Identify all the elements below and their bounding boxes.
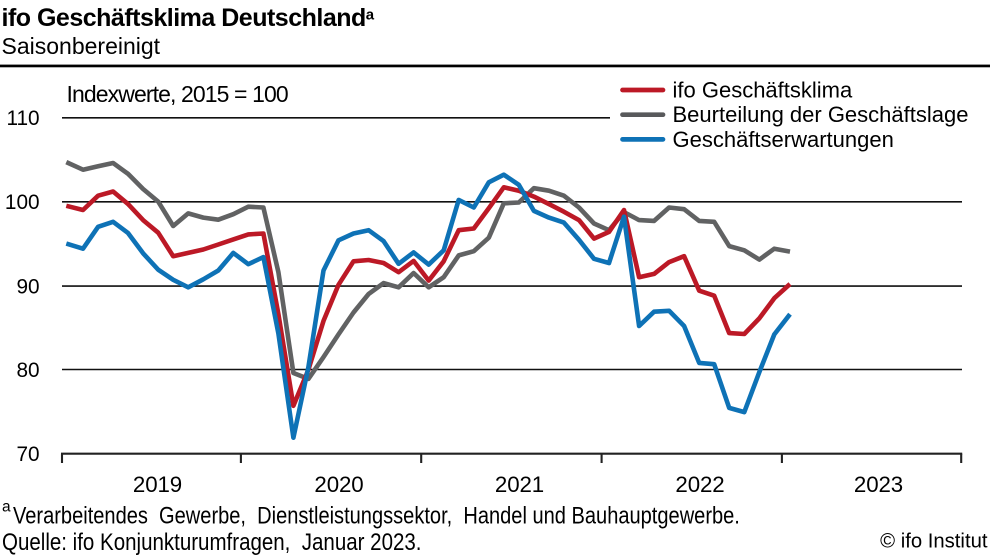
svg-text:© ifo Institut: © ifo Institut bbox=[880, 530, 988, 552]
svg-text:ifo Geschäftsklima Deutschland: ifo Geschäftsklima Deutschlanda bbox=[2, 4, 375, 32]
svg-text:Geschäftserwartungen: Geschäftserwartungen bbox=[673, 127, 894, 152]
svg-text:2020: 2020 bbox=[314, 472, 363, 497]
svg-text:2021: 2021 bbox=[495, 472, 544, 497]
svg-text:a: a bbox=[2, 498, 11, 515]
svg-text:80: 80 bbox=[16, 359, 39, 382]
svg-text:100: 100 bbox=[5, 191, 40, 214]
svg-text:2019: 2019 bbox=[133, 472, 182, 497]
svg-text:90: 90 bbox=[16, 276, 39, 299]
svg-text:Indexwerte, 2015 = 100: Indexwerte, 2015 = 100 bbox=[67, 81, 288, 107]
svg-text:Saisonbereinigt: Saisonbereinigt bbox=[2, 33, 161, 59]
svg-text:Beurteilung der Geschäftslage: Beurteilung der Geschäftslage bbox=[673, 102, 969, 127]
svg-text:2022: 2022 bbox=[675, 472, 724, 497]
svg-text:110: 110 bbox=[6, 107, 39, 130]
svg-text:2023: 2023 bbox=[854, 472, 903, 497]
svg-text:Quelle: ifo Konjunkturumfragen: Quelle: ifo Konjunkturumfragen, Januar 2… bbox=[2, 529, 421, 556]
svg-text:ifo Geschäftsklima: ifo Geschäftsklima bbox=[673, 78, 853, 103]
svg-text:70: 70 bbox=[16, 443, 39, 466]
svg-text:Verarbeitendes Gewerbe, Dien: Verarbeitendes Gewerbe, Dienstleistungss… bbox=[13, 502, 740, 529]
